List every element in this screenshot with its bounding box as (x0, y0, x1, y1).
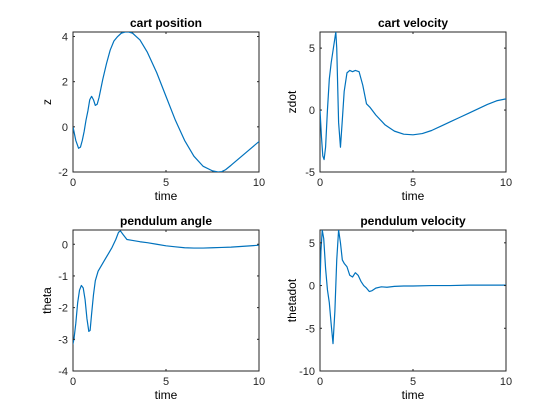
y-tick-label: -2 (58, 167, 68, 179)
axes-box (319, 31, 507, 173)
y-axis-label: z (40, 99, 54, 105)
y-tick-label: 0 (62, 239, 68, 251)
axes-box (319, 229, 507, 372)
x-tick-label: 5 (163, 376, 169, 388)
x-tick-label: 10 (253, 376, 265, 388)
y-axis-label: theta (40, 287, 54, 314)
chart-title: pendulum angle (120, 214, 212, 228)
series-line (73, 230, 259, 345)
y-axis-label: zdot (285, 90, 299, 113)
y-tick-label: 5 (309, 43, 315, 55)
x-axis-label: time (155, 388, 178, 402)
y-tick-label: 2 (62, 77, 68, 89)
y-tick-label: 0 (309, 105, 315, 117)
chart-title: pendulum velocity (360, 214, 466, 228)
y-tick-label: 0 (62, 122, 68, 134)
y-tick-label: -2 (58, 303, 68, 315)
x-tick-label: 0 (70, 177, 76, 189)
axes-box (72, 229, 260, 372)
y-tick-label: -5 (305, 167, 315, 179)
chart-title: cart position (130, 16, 202, 30)
x-tick-label: 0 (317, 376, 323, 388)
y-tick-label: -1 (58, 271, 68, 283)
series-line (320, 230, 506, 345)
y-axis-label: thetadot (285, 278, 299, 322)
y-tick-label: 0 (309, 281, 315, 293)
y-tick-label: 5 (309, 238, 315, 250)
subplot-pendulum-velocity: 0 5 10 -10 -5 0 5 pendulum velocity time thetadot (285, 214, 512, 402)
chart-title: cart velocity (378, 16, 448, 30)
axes-box (72, 31, 260, 173)
y-tick-label: -10 (299, 366, 315, 378)
x-axis-label: time (402, 189, 425, 203)
x-tick-label: 10 (253, 177, 265, 189)
x-tick-label: 5 (163, 177, 169, 189)
x-tick-label: 10 (500, 376, 512, 388)
y-tick-label: 4 (62, 32, 68, 44)
x-tick-label: 10 (500, 177, 512, 189)
x-tick-label: 5 (410, 177, 416, 189)
series-line (73, 32, 259, 172)
y-tick-label: -3 (58, 334, 68, 346)
x-tick-label: 0 (70, 376, 76, 388)
x-axis-label: time (155, 189, 178, 203)
y-tick-label: -5 (305, 323, 315, 335)
x-axis-label: time (402, 388, 425, 402)
y-tick-label: -4 (58, 366, 68, 378)
x-tick-label: 0 (317, 177, 323, 189)
x-tick-label: 5 (410, 376, 416, 388)
subplot-pendulum-angle: 0 5 10 -4 -3 -2 -1 0 pendulum angle time theta (40, 214, 265, 402)
series-line (320, 32, 506, 161)
